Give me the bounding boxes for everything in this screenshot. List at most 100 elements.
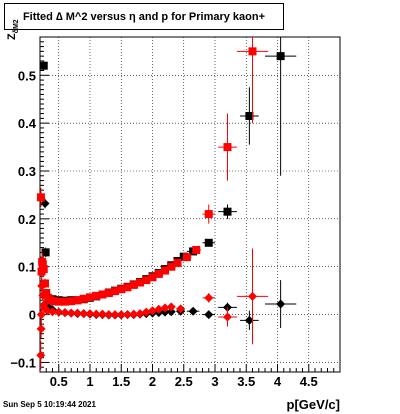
y-axis-label-main: Z bbox=[6, 33, 18, 40]
data-point-diamond bbox=[79, 309, 89, 319]
data-point-diamond bbox=[204, 310, 214, 320]
chart-title: Fitted ∆ M^2 versus η and p for Primary … bbox=[4, 3, 284, 30]
data-point-diamond bbox=[188, 306, 198, 316]
y-tick-label: 0 bbox=[29, 308, 36, 323]
y-tick-label: 0.2 bbox=[18, 212, 36, 227]
data-point-diamond bbox=[73, 308, 82, 318]
data-point-diamond bbox=[66, 308, 76, 318]
data-point-square bbox=[36, 193, 45, 202]
data-point-diamond bbox=[110, 310, 120, 320]
data-point-diamond bbox=[37, 281, 47, 291]
x-tick-label: 2 bbox=[149, 374, 156, 389]
data-point-diamond bbox=[116, 310, 126, 320]
data-point-square bbox=[111, 287, 119, 296]
data-point-square bbox=[79, 294, 88, 303]
data-point-square bbox=[86, 293, 94, 302]
y-tick-label: 0.4 bbox=[18, 116, 37, 131]
x-tick-label: 0.5 bbox=[50, 374, 68, 389]
data-point-square bbox=[41, 279, 49, 288]
data-point-square bbox=[148, 273, 157, 282]
x-tick-label: 1 bbox=[86, 374, 93, 389]
x-tick-label: 4.5 bbox=[300, 374, 318, 389]
data-point-diamond bbox=[276, 299, 286, 309]
y-axis-label-sub: δM2 bbox=[13, 19, 21, 34]
grid-lines bbox=[40, 37, 340, 372]
data-point-diamond bbox=[223, 312, 232, 322]
data-point-diamond bbox=[244, 315, 254, 325]
data-point-diamond bbox=[135, 309, 145, 319]
data-point-diamond bbox=[248, 291, 257, 301]
data-point-square bbox=[98, 290, 107, 299]
data-point-square bbox=[92, 291, 101, 300]
data-point-square bbox=[245, 111, 254, 120]
data-point-diamond bbox=[129, 309, 139, 319]
data-point-square bbox=[223, 207, 232, 216]
data-point-square bbox=[182, 253, 191, 262]
data-point-diamond bbox=[38, 290, 48, 300]
data-point-diamond bbox=[204, 293, 214, 303]
data-point-diamond bbox=[36, 324, 46, 334]
data-point-diamond bbox=[36, 310, 46, 320]
y-axis-label: ZδM2 bbox=[6, 19, 20, 40]
data-point-square bbox=[223, 143, 232, 152]
data-point-square bbox=[161, 266, 169, 275]
data-point-diamond bbox=[48, 307, 57, 317]
x-tick-label: 4 bbox=[274, 374, 282, 389]
data-point-square bbox=[142, 276, 151, 285]
data-point-square bbox=[41, 248, 50, 257]
x-tick-label: 3 bbox=[211, 374, 218, 389]
data-point-diamond bbox=[154, 304, 164, 314]
y-axis: −0.1 0 0.1 0.2 0.3 0.4 0.5 bbox=[10, 41, 49, 370]
data-point-square bbox=[204, 238, 213, 247]
y-tick-label: 0.5 bbox=[18, 68, 36, 83]
data-point-diamond bbox=[85, 309, 95, 319]
series-square-ff0000 bbox=[36, 37, 269, 306]
data-point-square bbox=[67, 297, 76, 306]
data-point-square bbox=[248, 47, 257, 56]
data-point-square bbox=[276, 52, 285, 61]
y-tick-label: −0.1 bbox=[10, 355, 36, 370]
y-tick-label: 0.3 bbox=[18, 164, 36, 179]
data-point-diamond bbox=[60, 308, 70, 318]
timestamp-footer: Sun Sep 5 10:19:44 2021 bbox=[3, 400, 96, 409]
data-point-square bbox=[123, 283, 132, 292]
y-tick-label: 0.1 bbox=[18, 260, 36, 275]
data-point-square bbox=[204, 210, 213, 219]
data-point-diamond bbox=[37, 257, 47, 267]
data-point-square bbox=[39, 61, 48, 70]
x-tick-label: 3.5 bbox=[237, 374, 255, 389]
x-tick-label: 2.5 bbox=[175, 374, 193, 389]
data-point-square bbox=[173, 258, 182, 267]
data-point-diamond bbox=[176, 304, 186, 314]
data-point-square bbox=[129, 280, 138, 289]
data-point-square bbox=[39, 265, 48, 274]
data-point-square bbox=[192, 245, 201, 254]
x-axis-label: p[GeV/c] bbox=[286, 397, 340, 412]
data-point-square bbox=[104, 289, 113, 298]
data-point-diamond bbox=[166, 302, 176, 312]
series-diamond-ff0000 bbox=[36, 248, 269, 370]
data-point-square bbox=[73, 296, 82, 305]
data-point-square bbox=[154, 269, 163, 278]
data-point-diamond bbox=[148, 306, 157, 316]
data-point-diamond bbox=[166, 307, 176, 317]
data-point-square bbox=[61, 297, 69, 306]
data-point-diamond bbox=[104, 310, 114, 320]
data-point-diamond bbox=[123, 310, 132, 320]
data-point-square bbox=[167, 262, 176, 271]
data-point-diamond bbox=[98, 309, 107, 319]
data-point-diamond bbox=[160, 303, 170, 313]
chart-title-text: Fitted ∆ M^2 versus η and p for Primary … bbox=[22, 10, 266, 23]
data-point-square bbox=[54, 297, 63, 306]
x-tick-label: 1.5 bbox=[112, 374, 130, 389]
data-point-square bbox=[42, 289, 51, 298]
data-point-square bbox=[136, 278, 144, 287]
data-point-diamond bbox=[141, 307, 151, 317]
data-point-diamond bbox=[36, 350, 46, 360]
x-axis: 0.5 1 1.5 2 2.5 3 3.5 4 4.5 bbox=[45, 364, 341, 389]
data-point-diamond bbox=[91, 309, 101, 319]
data-point-square bbox=[49, 297, 58, 306]
data-point-diamond bbox=[54, 307, 64, 317]
data-point-square bbox=[117, 285, 126, 294]
